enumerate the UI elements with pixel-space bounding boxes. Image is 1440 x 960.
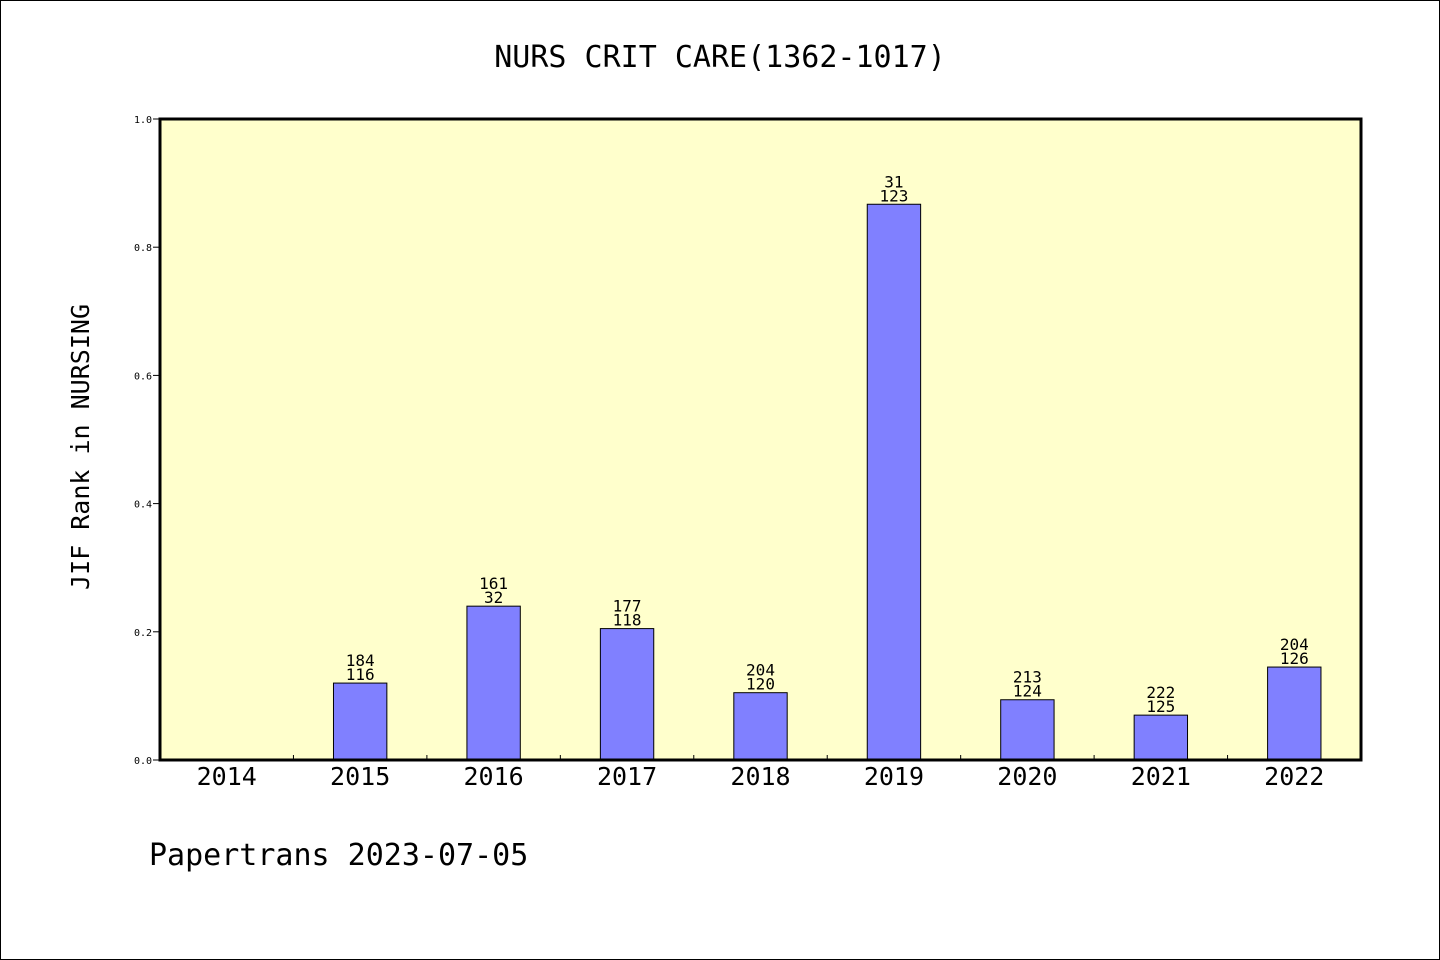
x-tick-label-2015: 2015 (330, 762, 390, 791)
bar-label-top-2017: 177 (613, 597, 642, 616)
bar-2019 (866, 203, 922, 761)
bar-label-top-2022: 204 (1280, 635, 1309, 654)
bar-2020 (1000, 699, 1055, 761)
y-tick-label-0.2: 0.2 (134, 628, 152, 639)
y-tick-label-1.0: 1.0 (134, 115, 152, 126)
bar-label-top-2016: 161 (479, 574, 508, 593)
y-axis-label: JIF Rank in NURSING (66, 304, 95, 590)
bar-2018 (733, 692, 788, 761)
bar-label-top-2021: 222 (1146, 683, 1175, 702)
bar-label-bottom-2015: 116 (346, 665, 375, 684)
y-tick-label-0.8: 0.8 (134, 243, 152, 254)
bar-label-bottom-2022: 126 (1280, 649, 1309, 668)
bar-label-bottom-2019: 123 (879, 186, 908, 205)
bar-2016 (466, 605, 521, 761)
y-tick-label-0.6: 0.6 (134, 371, 152, 382)
bar-2017 (599, 628, 655, 761)
x-tick-label-2019: 2019 (864, 762, 924, 791)
x-tick-label-2020: 2020 (997, 762, 1057, 791)
bar-2022 (1267, 666, 1322, 761)
plot-frame (158, 117, 1363, 762)
x-tick-label-2021: 2021 (1131, 762, 1191, 791)
y-ticks-group: 0.0 0.2 0.4 0.6 0.8 1.0 (134, 115, 160, 767)
bar-label-top-2020: 213 (1013, 668, 1042, 687)
chart-title: NURS CRIT CARE(1362-1017) (494, 40, 946, 75)
bar-label-bottom-2017: 118 (613, 611, 642, 630)
x-ticks-group: 2014 2015 2016 2017 2018 2019 2020 2021 2022 (197, 755, 1324, 791)
footer-text: Papertrans 2023-07-05 (149, 838, 528, 873)
bar-label-bottom-2016: 32 (484, 588, 503, 607)
bar-2015 (332, 682, 388, 761)
bars-group (332, 203, 1322, 761)
x-tick-label-2017: 2017 (597, 762, 657, 791)
y-tick-label-0.0: 0.0 (134, 756, 152, 767)
bar-label-top-2019: 31 (884, 172, 903, 191)
y-tick-label-0.4: 0.4 (134, 500, 152, 511)
x-tick-label-2022: 2022 (1264, 762, 1324, 791)
plot-area (160, 119, 1361, 760)
x-tick-label-2014: 2014 (197, 762, 257, 791)
bar-label-bottom-2021: 125 (1146, 697, 1175, 716)
bar-label-top-2018: 204 (746, 661, 775, 680)
bar-label-bottom-2020: 124 (1013, 682, 1042, 701)
bar-2021 (1133, 714, 1189, 761)
x-tick-label-2018: 2018 (730, 762, 790, 791)
bar-label-bottom-2018: 120 (746, 675, 775, 694)
bar-label-top-2015: 184 (346, 651, 375, 670)
x-tick-label-2016: 2016 (464, 762, 524, 791)
